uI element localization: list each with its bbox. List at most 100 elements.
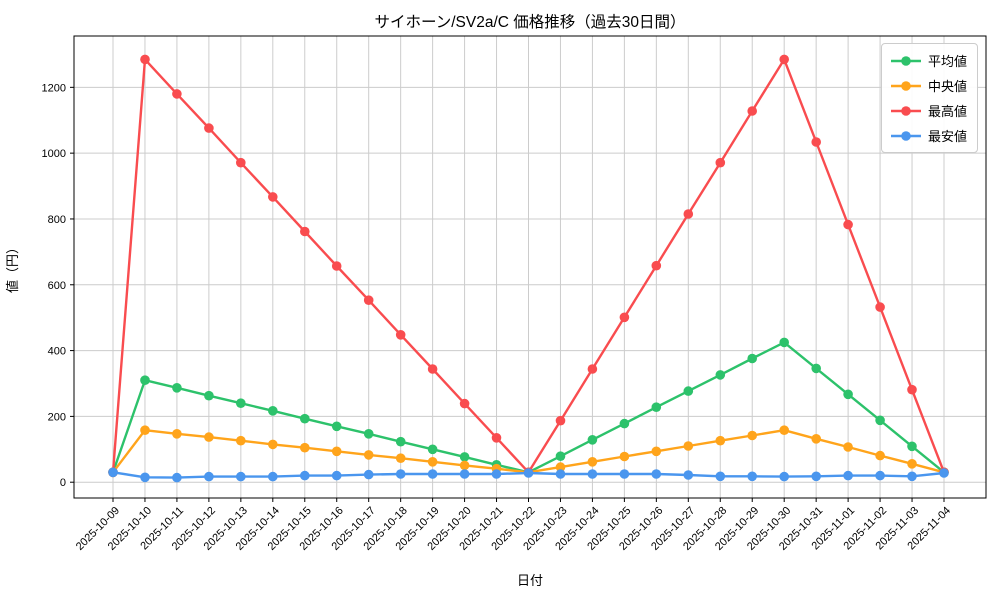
data-point-average bbox=[715, 370, 726, 380]
data-point-average bbox=[300, 413, 310, 424]
data-point-lowest bbox=[651, 469, 662, 479]
data-point-highest bbox=[683, 209, 694, 219]
data-point-lowest bbox=[907, 471, 917, 482]
data-point-median bbox=[427, 457, 438, 467]
legend-dot bbox=[901, 105, 911, 116]
data-point-average bbox=[875, 415, 885, 426]
data-point-median bbox=[651, 446, 662, 457]
legend: 平均値 中央値 最高値 最安値 bbox=[881, 43, 978, 153]
data-point-lowest bbox=[204, 471, 214, 482]
data-point-median bbox=[619, 451, 630, 462]
data-point-average bbox=[363, 429, 374, 439]
data-point-highest bbox=[619, 312, 630, 323]
legend-marker-icon bbox=[891, 80, 921, 91]
data-point-highest bbox=[843, 219, 853, 230]
data-point-average bbox=[204, 390, 214, 401]
data-point-lowest bbox=[619, 469, 630, 479]
data-point-lowest bbox=[140, 472, 150, 483]
data-point-average bbox=[811, 363, 821, 374]
legend-item-average: 平均値 bbox=[891, 51, 968, 70]
data-point-average bbox=[555, 451, 566, 462]
data-point-highest bbox=[907, 384, 917, 395]
legend-item-lowest: 最安値 bbox=[891, 126, 968, 145]
y-axis-label: 値（円） bbox=[5, 241, 20, 293]
data-point-highest bbox=[491, 433, 502, 443]
data-point-highest bbox=[427, 364, 438, 374]
x-axis-label: 日付 bbox=[517, 573, 543, 588]
data-point-median bbox=[555, 462, 566, 472]
data-point-lowest bbox=[843, 470, 853, 481]
data-point-median bbox=[363, 450, 374, 460]
data-point-highest bbox=[268, 192, 278, 202]
data-point-lowest bbox=[395, 469, 406, 479]
data-point-average bbox=[779, 337, 789, 348]
data-point-highest bbox=[204, 123, 214, 133]
data-point-highest bbox=[395, 330, 406, 340]
data-point-median bbox=[747, 430, 757, 441]
data-point-median bbox=[715, 435, 726, 446]
data-point-median bbox=[268, 439, 278, 450]
data-point-average bbox=[459, 452, 470, 462]
legend-marker-icon bbox=[891, 130, 921, 141]
data-point-median bbox=[300, 442, 310, 453]
data-point-highest bbox=[331, 261, 342, 271]
data-point-lowest bbox=[875, 470, 885, 481]
data-point-median bbox=[331, 446, 342, 457]
data-point-lowest bbox=[587, 469, 598, 479]
y-tick-label: 600 bbox=[48, 280, 66, 292]
data-point-highest bbox=[172, 89, 182, 99]
data-point-lowest bbox=[555, 469, 566, 479]
data-point-median bbox=[875, 450, 885, 461]
legend-item-label: 最安値 bbox=[928, 129, 968, 144]
data-point-median bbox=[459, 460, 470, 471]
data-point-average bbox=[331, 421, 342, 432]
y-tick-label: 0 bbox=[60, 477, 66, 489]
y-tick-label: 800 bbox=[48, 214, 66, 226]
data-point-average bbox=[651, 402, 662, 413]
data-point-highest bbox=[555, 415, 566, 426]
data-point-highest bbox=[140, 54, 150, 65]
data-point-lowest bbox=[172, 472, 182, 483]
legend-item-label: 平均値 bbox=[928, 54, 968, 69]
data-point-lowest bbox=[779, 471, 789, 482]
y-tick-label: 400 bbox=[48, 346, 66, 358]
data-point-median bbox=[587, 457, 598, 467]
data-point-highest bbox=[715, 157, 726, 168]
data-point-lowest bbox=[108, 467, 118, 478]
data-point-median bbox=[395, 453, 406, 464]
data-point-median bbox=[236, 435, 246, 446]
data-point-average bbox=[683, 386, 694, 396]
plot-border bbox=[73, 35, 987, 499]
data-point-average bbox=[236, 398, 246, 409]
y-tick-label: 200 bbox=[48, 411, 66, 423]
legend-dot bbox=[901, 130, 911, 141]
gridlines bbox=[74, 36, 986, 498]
data-point-highest bbox=[747, 106, 757, 116]
data-point-average bbox=[747, 353, 757, 364]
data-point-highest bbox=[811, 137, 821, 147]
data-point-average bbox=[843, 389, 853, 400]
data-point-median bbox=[811, 434, 821, 444]
data-point-lowest bbox=[491, 469, 502, 479]
data-point-median bbox=[204, 432, 214, 442]
data-point-highest bbox=[300, 226, 310, 237]
data-point-median bbox=[843, 442, 853, 452]
data-point-lowest bbox=[683, 470, 694, 480]
data-point-highest bbox=[236, 157, 246, 168]
data-point-lowest bbox=[331, 470, 342, 481]
data-point-lowest bbox=[523, 468, 534, 478]
legend-item-label: 最高値 bbox=[928, 104, 968, 119]
legend-marker-icon bbox=[891, 55, 921, 66]
data-point-median bbox=[140, 425, 150, 436]
chart-title: サイホーン/SV2a/C 価格推移（過去30日間） bbox=[375, 13, 686, 31]
legend-dot bbox=[901, 80, 911, 91]
data-point-median bbox=[172, 429, 182, 439]
y-tick-label: 1000 bbox=[42, 148, 66, 160]
series-lowest bbox=[108, 467, 949, 483]
series bbox=[108, 54, 949, 483]
data-point-lowest bbox=[811, 471, 821, 482]
data-point-median bbox=[907, 459, 917, 469]
data-point-lowest bbox=[459, 469, 470, 479]
